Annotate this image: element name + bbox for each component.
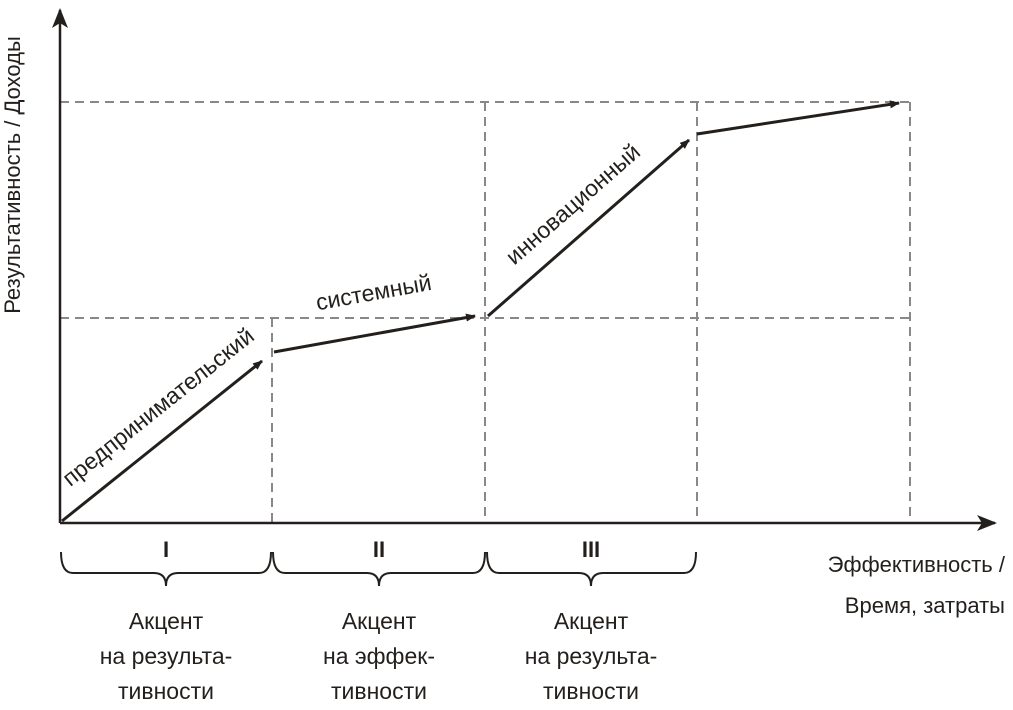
arrow-innovative [487, 138, 690, 318]
grid-lines [60, 101, 911, 523]
segment-label-systemic: системный [314, 269, 434, 315]
arrow-entrepreneurial [61, 359, 263, 523]
y-axis-label: Результативность / Доходы [0, 36, 25, 314]
stage-numeral-2: II [373, 537, 385, 562]
stage-numeral-3: III [582, 537, 600, 562]
x-axis-label-line2: Время, затраты [845, 593, 1005, 618]
stage-description-2: Акцент на эффек- тивности [323, 608, 435, 704]
stage-2-line-3: тивности [331, 678, 427, 704]
stage-1-line-3: тивности [118, 678, 214, 704]
arrow-final [696, 100, 900, 136]
brace-stage-3 [486, 551, 697, 587]
stage-3-line-1: Акцент [554, 608, 629, 634]
stage-1-line-1: Акцент [129, 608, 204, 634]
segment-label-innovative: инновационный [500, 138, 645, 269]
stage-numeral-1: I [163, 537, 169, 562]
stage-3-line-3: тивности [543, 678, 639, 704]
arrow-systemic [273, 313, 476, 354]
stage-2-line-2: на эффек- [323, 643, 435, 669]
x-axis-label-line1: Эффективность / [828, 552, 1006, 577]
segment-label-entrepreneurial: предпринимательский [57, 322, 259, 491]
stage-2-line-1: Акцент [342, 608, 417, 634]
stage-braces [60, 551, 697, 587]
stage-1-line-2: на результа- [100, 643, 233, 669]
brace-stage-1 [60, 551, 272, 587]
brace-stage-2 [272, 551, 486, 587]
stage-description-1: Акцент на результа- тивности [100, 608, 233, 704]
stage-3-line-2: на результа- [525, 643, 658, 669]
stage-description-3: Акцент на результа- тивности [525, 608, 658, 704]
